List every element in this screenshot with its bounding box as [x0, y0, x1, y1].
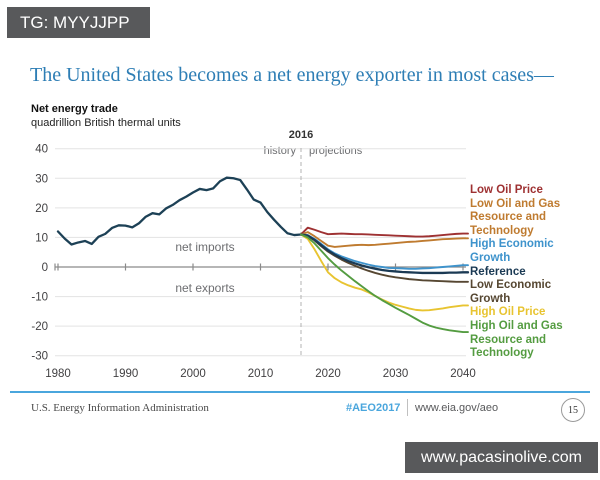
- chart-subtitle: quadrillion British thermal units: [31, 117, 181, 129]
- page-title: The United States becomes a net energy e…: [30, 64, 554, 86]
- watermark-badge-top: TG: MYYJJPP: [7, 7, 150, 38]
- legend-entry: High Oil and Gas Resource and Technology: [470, 319, 563, 360]
- legend-entry: High Economic Growth: [470, 238, 554, 264]
- watermark-top-text: TG: MYYJJPP: [20, 12, 130, 32]
- projections-label: projections: [309, 145, 363, 157]
- svg-text:2010: 2010: [248, 368, 274, 380]
- svg-text:1990: 1990: [113, 368, 139, 380]
- watermark-badge-bottom[interactable]: www.pacasinolive.com: [405, 442, 598, 473]
- svg-text:30: 30: [35, 173, 48, 185]
- svg-text:20: 20: [35, 203, 48, 215]
- chart-title: Net energy trade: [31, 103, 118, 115]
- svg-text:-30: -30: [31, 351, 48, 363]
- svg-text:-10: -10: [31, 292, 48, 304]
- svg-text:-20: -20: [31, 321, 48, 333]
- page-number-badge: 15: [561, 398, 585, 422]
- svg-text:0: 0: [42, 262, 48, 274]
- watermark-bottom-text: www.pacasinolive.com: [421, 448, 582, 466]
- svg-text:2000: 2000: [180, 368, 206, 380]
- legend-entry: Low Oil and Gas Resource and Technology: [470, 197, 561, 237]
- svg-text:2030: 2030: [383, 368, 409, 380]
- footer-divider: [407, 399, 408, 416]
- legend-entry: Reference: [470, 265, 526, 278]
- footer-hashtag[interactable]: #AEO2017: [346, 402, 401, 414]
- footer-rule: [10, 391, 590, 393]
- legend-entry: Low Economic Growth: [470, 279, 552, 305]
- net-imports-label: net imports: [175, 240, 235, 254]
- chart-legend: Low Oil Price Low Oil and Gas Resource an…: [470, 184, 582, 361]
- legend-entry: High Oil Price: [470, 306, 546, 319]
- legend-entry: Low Oil Price: [470, 184, 543, 196]
- svg-text:1980: 1980: [45, 368, 71, 380]
- svg-text:10: 10: [35, 232, 48, 244]
- divider-year-label: 2016: [288, 129, 314, 141]
- footer-org: U.S. Energy Information Administration: [31, 402, 209, 414]
- svg-text:2020: 2020: [315, 368, 341, 380]
- net-exports-label: net exports: [175, 281, 235, 295]
- svg-text:2040: 2040: [450, 368, 476, 380]
- footer-url[interactable]: www.eia.gov/aeo: [415, 402, 499, 414]
- history-label: history: [263, 145, 296, 157]
- svg-text:40: 40: [35, 144, 48, 156]
- page-number: 15: [568, 404, 578, 416]
